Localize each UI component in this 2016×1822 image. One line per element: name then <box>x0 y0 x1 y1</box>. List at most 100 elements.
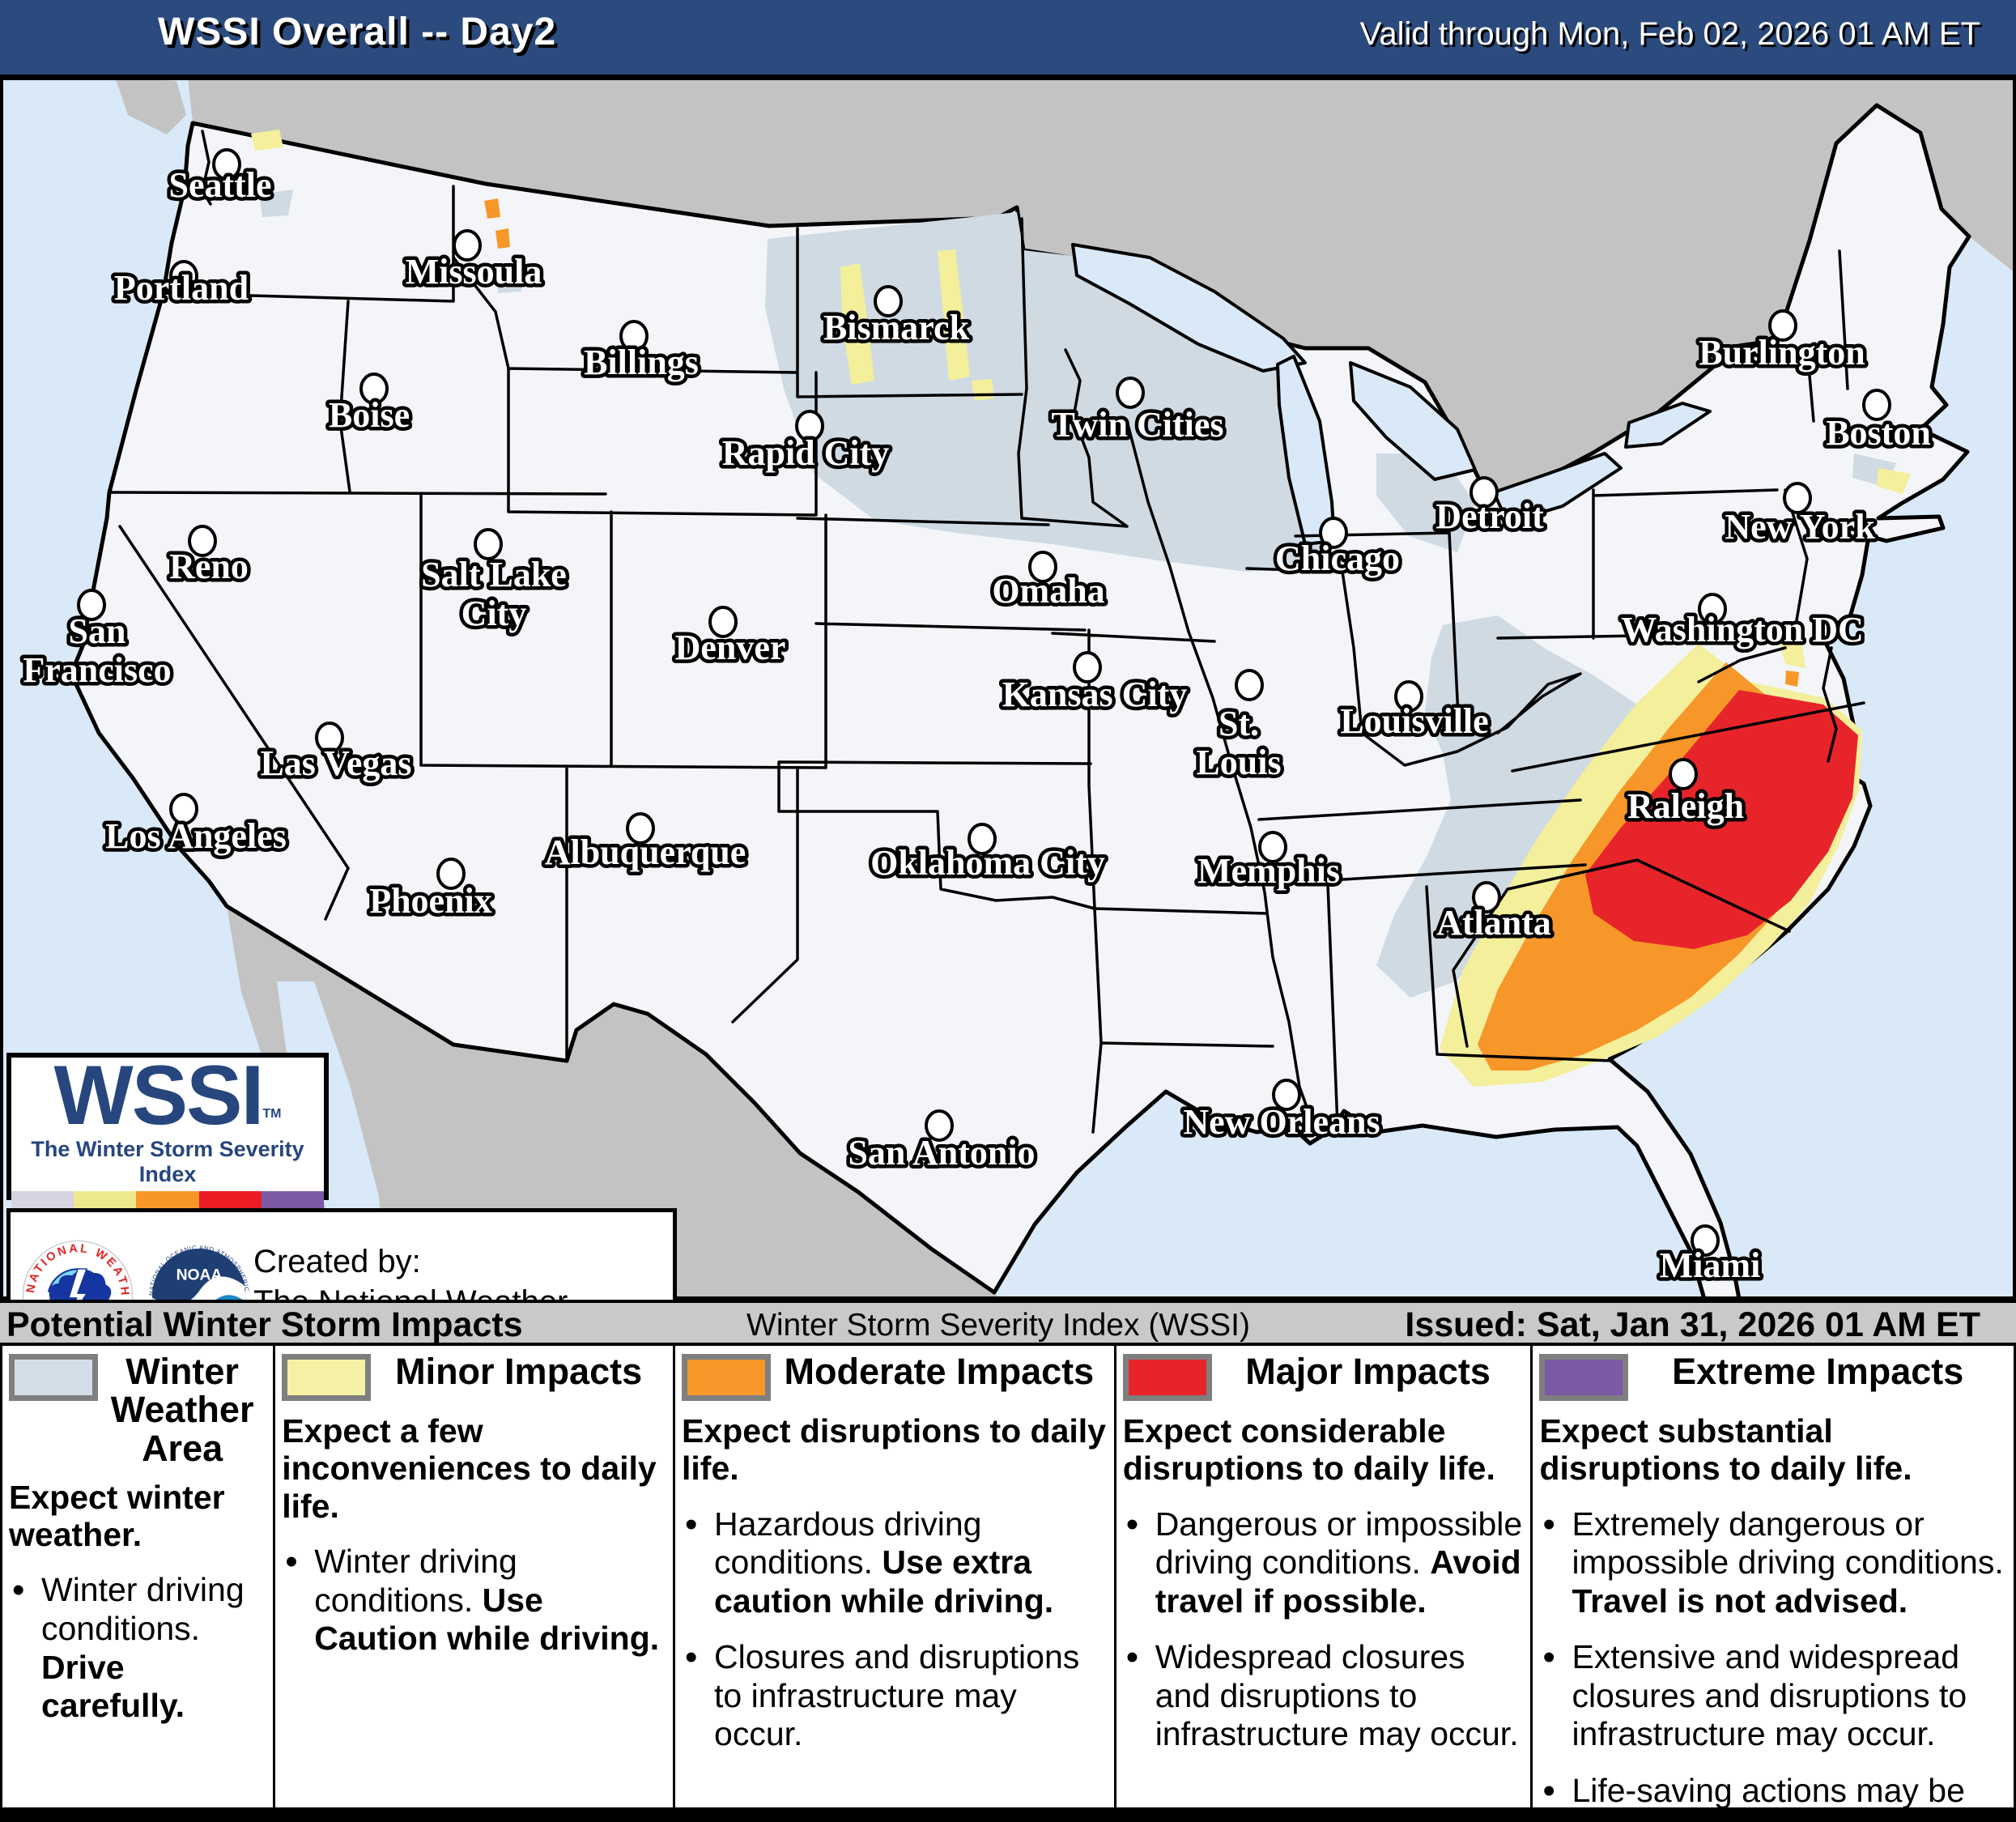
legend-column-major-impacts: Major Impacts Expect considerable disrupt… <box>1113 1346 1531 1807</box>
city-dot <box>1698 593 1727 625</box>
legend-column-extreme-impacts: Extreme Impacts Expect substantial disrup… <box>1530 1346 2014 1807</box>
city-label: Albuquerque <box>545 832 746 872</box>
city-dot <box>169 260 198 292</box>
legend-bullet: • Extensive and widespread closures and d… <box>1542 1637 1967 1753</box>
wssi-logo-tagline: The Winter Storm Severity Index <box>31 1136 304 1186</box>
legend-column-minor-impacts: Minor Impacts Expect a few inconveniences… <box>273 1346 673 1807</box>
city-label: Memphis <box>1197 851 1340 891</box>
city-dot <box>1394 680 1423 713</box>
page-title: WSSI Overall -- Day2 <box>158 11 557 53</box>
city-label: Missoula <box>406 252 542 292</box>
wssi-subtitle: Winter Storm Severity Index (WSSI) <box>746 1308 1250 1343</box>
city-dot <box>1073 651 1102 683</box>
issued-text: Issued: Sat, Jan 31, 2026 01 AM ET <box>1405 1305 1980 1344</box>
winter-weather-region <box>259 189 1896 998</box>
city-label: Louisville <box>1340 701 1488 741</box>
city-dot <box>626 812 655 845</box>
impacts-title: Potential Winter Storm Impacts <box>6 1305 523 1344</box>
legend-title: Winter Weather Area <box>110 1351 254 1469</box>
city-label: Burlington <box>1699 333 1865 372</box>
city-label: Billings <box>584 343 699 382</box>
legend-bullet: • Dangerous or impossible driving conditi… <box>1125 1504 1523 1620</box>
legend-bullet: • Winter driving conditions. Drive carefu… <box>12 1570 245 1725</box>
legend-swatch-major-impacts <box>1122 1354 1212 1401</box>
legend-swatch-minor-impacts <box>282 1354 372 1401</box>
city-dot <box>619 320 649 352</box>
city-label: Raleigh <box>1627 786 1744 826</box>
city-label: Detroit <box>1435 496 1544 536</box>
city-dot <box>1319 517 1348 549</box>
city-label: Boston <box>1826 413 1931 453</box>
city-dot <box>1235 669 1264 701</box>
city-dot <box>1862 389 1891 421</box>
city-dot <box>1116 377 1145 409</box>
canada-landmass <box>188 77 2016 497</box>
city-label: Twin Cities <box>1051 405 1223 445</box>
credit-line-1: Created by: <box>253 1244 421 1279</box>
city-label: Salt Lake City <box>421 555 567 633</box>
legend-bullet: • Extremely dangerous or impossible drivi… <box>1542 1504 2004 1620</box>
city-label: Boise <box>329 395 410 435</box>
city-label: Phoenix <box>369 881 492 921</box>
city-label: New Orleans <box>1183 1102 1380 1142</box>
city-label: Miami <box>1660 1245 1761 1285</box>
city-dot <box>1258 831 1287 863</box>
city-dot <box>1028 551 1057 583</box>
city-dot <box>436 858 466 890</box>
legend-bullet: • Widespread closures and disruptions to … <box>1125 1637 1519 1753</box>
city-dot <box>77 589 106 621</box>
legend-bullet: •Life-saving actions may be needed. <box>1542 1770 1965 1807</box>
legend-bullet: • Closures and disruptions to infrastruct… <box>685 1637 1080 1753</box>
city-dot <box>1783 482 1812 514</box>
legend-swatch-moderate-impacts <box>682 1354 772 1401</box>
city-dot <box>1669 758 1698 790</box>
city-label: Los Angeles <box>105 816 287 856</box>
city-dot <box>968 823 997 855</box>
city-label: Reno <box>169 547 249 586</box>
city-label: Washington DC <box>1621 610 1864 649</box>
vancouver-island <box>115 77 186 134</box>
city-label: Bismarck <box>823 308 970 347</box>
city-label: Denver <box>675 628 786 667</box>
city-dot <box>169 793 198 825</box>
legend-title: Minor Impacts <box>395 1351 643 1392</box>
city-label: New York <box>1725 507 1875 547</box>
city-label: St. Louis <box>1196 704 1281 782</box>
legend-bullet: • Winter driving conditions. Use Caution … <box>285 1541 660 1658</box>
legend-lead-text: Expect a few inconveniences to daily lif… <box>282 1412 657 1525</box>
city-label: Atlanta <box>1436 903 1551 943</box>
legend-lead-text: Expect winter weather. <box>9 1478 225 1554</box>
legend-column-moderate-impacts: Moderate Impacts Expect disruptions to da… <box>673 1346 1114 1807</box>
city-dot <box>453 229 482 262</box>
city-dot <box>1272 1079 1301 1111</box>
legend-swatch-winter-weather-area <box>9 1354 98 1401</box>
legend-column-winter-weather-area: Winter Weather Area Expect winter weather… <box>2 1346 273 1807</box>
city-dot <box>1472 881 1501 913</box>
city-dot <box>1691 1224 1720 1257</box>
city-dot <box>708 606 738 638</box>
mexico-landmass <box>227 906 1000 1300</box>
legend-swatch-extreme-impacts <box>1539 1354 1629 1401</box>
city-dot <box>359 372 389 405</box>
city-label: San Antonio <box>848 1133 1035 1173</box>
us-wssi-map: Seattle Portland Missoula Billings Boise Bism… <box>0 77 2016 1401</box>
legend-lead-text: Expect substantial disruptions to daily … <box>1539 1412 1912 1488</box>
legend: Winter Weather Area Expect winter weather… <box>0 1346 2016 1807</box>
city-label: San Francisco <box>23 611 171 690</box>
header-bar: WSSI Overall -- Day2 Valid through Mon, … <box>0 0 2016 77</box>
city-dot <box>1768 309 1797 342</box>
city-label: Omaha <box>992 571 1104 611</box>
city-label: Kansas City <box>1002 675 1188 714</box>
wssi-logo-box: WSSITM The Winter Storm Severity Index <box>6 1053 329 1220</box>
legend-lead-text: Expect disruptions to daily life. <box>682 1412 1106 1488</box>
legend-title: Major Impacts <box>1245 1351 1491 1392</box>
city-label: Oklahoma City <box>870 843 1105 883</box>
great-lakes <box>1071 243 1712 546</box>
city-dot <box>315 722 344 754</box>
major-impacts-region <box>1585 690 1858 949</box>
city-dot <box>795 410 824 442</box>
legend-title: Extreme Impacts <box>1672 1351 1964 1392</box>
wssi-logo-acronym: WSSI <box>53 1049 265 1143</box>
city-dot <box>188 525 217 557</box>
bottom-border-band <box>0 1807 2016 1822</box>
